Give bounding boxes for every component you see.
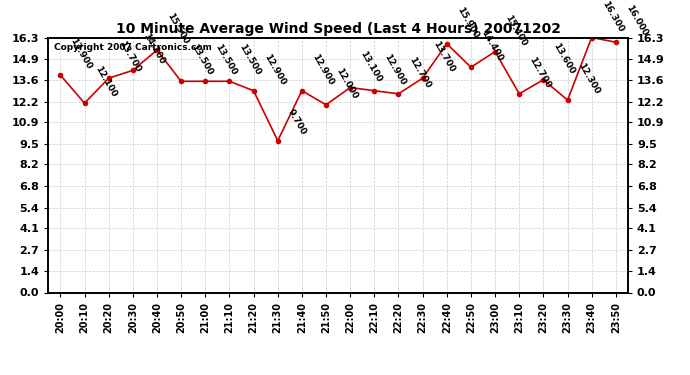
Text: 12.900: 12.900: [383, 52, 408, 87]
Text: 13.700: 13.700: [431, 40, 456, 74]
Text: 12.900: 12.900: [262, 52, 287, 87]
Text: 12.000: 12.000: [335, 66, 359, 100]
Text: 13.600: 13.600: [552, 41, 577, 76]
Text: 15.500: 15.500: [166, 12, 190, 46]
Text: 14.400: 14.400: [480, 28, 504, 63]
Text: 12.100: 12.100: [93, 65, 118, 99]
Title: 10 Minute Average Wind Speed (Last 4 Hours) 20071202: 10 Minute Average Wind Speed (Last 4 Hou…: [116, 22, 560, 36]
Text: 15.400: 15.400: [504, 13, 529, 47]
Text: 14.200: 14.200: [141, 32, 166, 66]
Text: 13.500: 13.500: [190, 43, 215, 77]
Text: 9.700: 9.700: [286, 108, 308, 136]
Text: 12.700: 12.700: [528, 55, 553, 90]
Text: 12.700: 12.700: [407, 55, 432, 90]
Text: 12.900: 12.900: [310, 52, 335, 87]
Text: 13.700: 13.700: [117, 40, 142, 74]
Text: 13.900: 13.900: [69, 36, 94, 71]
Text: 13.500: 13.500: [214, 43, 239, 77]
Text: 13.500: 13.500: [238, 43, 263, 77]
Text: 15.900: 15.900: [455, 5, 480, 40]
Text: 16.000: 16.000: [624, 4, 649, 38]
Text: Copyright 2007 Cartronics.com: Copyright 2007 Cartronics.com: [54, 43, 212, 52]
Text: 13.100: 13.100: [359, 49, 384, 83]
Text: 12.300: 12.300: [576, 62, 601, 96]
Text: 16.300: 16.300: [600, 0, 625, 33]
